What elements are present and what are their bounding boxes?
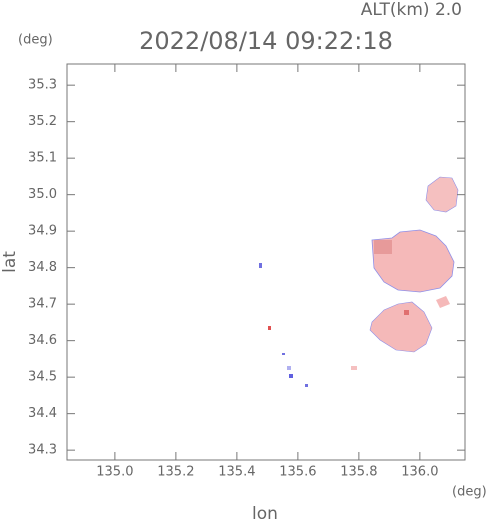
y-unit: (deg) xyxy=(18,33,53,48)
echo-region xyxy=(259,263,262,268)
y-tick-label: 34.4 xyxy=(28,406,57,421)
y-tick-label: 34.7 xyxy=(28,297,57,312)
plot-frame xyxy=(66,63,466,461)
x-tick-label: 135.4 xyxy=(218,465,255,480)
x-unit: (deg) xyxy=(452,485,487,500)
y-tick-label: 34.3 xyxy=(28,443,57,458)
y-tick-label: 35.2 xyxy=(28,114,57,129)
echo-region xyxy=(436,296,450,308)
y-tick-label: 34.8 xyxy=(28,260,57,275)
echo-region xyxy=(425,176,459,213)
echo-region xyxy=(404,310,409,315)
echo-region xyxy=(268,326,271,330)
altitude-label: ALT(km) 2.0 xyxy=(361,0,462,20)
x-tick-label: 135.8 xyxy=(340,465,377,480)
x-tick-label: 135.0 xyxy=(96,465,133,480)
echo-region xyxy=(371,229,455,293)
y-tick-label: 34.6 xyxy=(28,333,57,348)
y-axis-label: lat xyxy=(0,251,20,273)
echo-region xyxy=(351,366,357,370)
echo-region xyxy=(289,374,293,378)
y-tick-label: 34.9 xyxy=(28,224,57,239)
x-tick-label: 136.0 xyxy=(401,465,438,480)
echo-region xyxy=(287,366,291,370)
y-tick-label: 35.1 xyxy=(28,151,57,166)
echo-region xyxy=(369,301,433,353)
x-tick-label: 135.6 xyxy=(279,465,316,480)
echo-region xyxy=(282,353,285,355)
x-axis-label: lon xyxy=(252,504,278,521)
chart-title: 2022/08/14 09:22:18 xyxy=(139,27,393,55)
y-tick-label: 35.0 xyxy=(28,187,57,202)
x-tick-label: 135.2 xyxy=(157,465,194,480)
echo-region xyxy=(305,384,308,387)
y-tick-label: 34.5 xyxy=(28,370,57,385)
y-tick-label: 35.3 xyxy=(28,78,57,93)
echo-region xyxy=(374,240,392,254)
echo-regions xyxy=(259,176,459,387)
